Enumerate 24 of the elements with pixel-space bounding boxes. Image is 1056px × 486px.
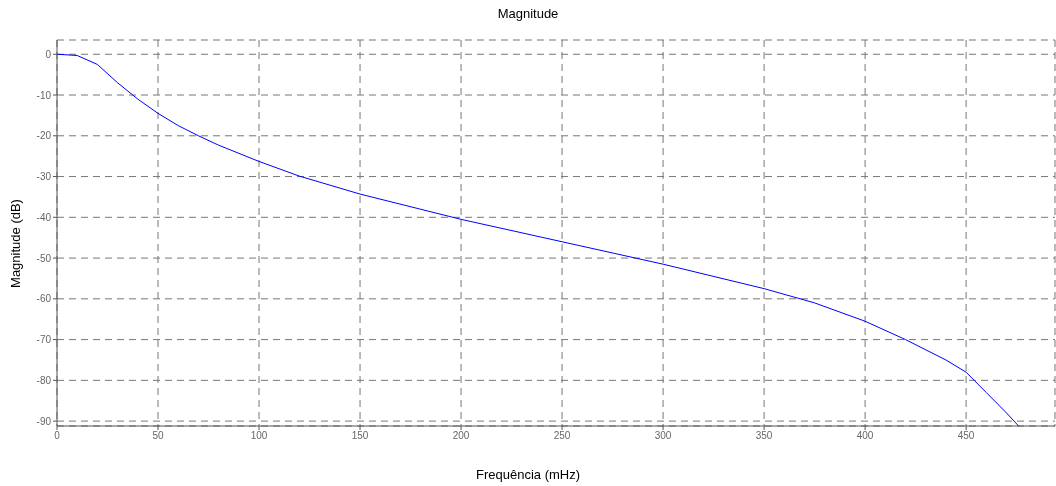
y-tick-label: -80 bbox=[36, 374, 52, 386]
x-tick-label: 100 bbox=[250, 430, 268, 442]
x-tick-label: 0 bbox=[54, 430, 61, 442]
y-axis-title: Magnitude (dB) bbox=[7, 198, 23, 288]
y-tick-label: -50 bbox=[36, 252, 52, 264]
x-tick-label: 350 bbox=[755, 430, 773, 442]
x-tick-label: 250 bbox=[553, 430, 571, 442]
chart-title: Magnitude bbox=[496, 6, 560, 21]
x-tick-label: 50 bbox=[152, 430, 165, 442]
x-tick-label: 150 bbox=[351, 430, 369, 442]
line-series bbox=[57, 53, 1020, 426]
y-tick-label: -10 bbox=[36, 89, 52, 101]
x-tick-label: 200 bbox=[452, 430, 470, 442]
x-axis-title: Frequência (mHz) bbox=[475, 467, 581, 482]
y-tick-label: -70 bbox=[36, 334, 52, 346]
x-tick-label: 450 bbox=[957, 430, 975, 442]
y-tick-label: -60 bbox=[36, 293, 52, 305]
y-tick-label: 0 bbox=[45, 48, 52, 60]
x-tick-label: 300 bbox=[654, 430, 672, 442]
y-tick-label: -90 bbox=[36, 415, 52, 427]
y-tick-label: -30 bbox=[36, 171, 52, 183]
y-tick-label: -40 bbox=[36, 211, 52, 223]
y-tick-label: -20 bbox=[36, 130, 52, 142]
x-tick-label: 400 bbox=[856, 430, 874, 442]
